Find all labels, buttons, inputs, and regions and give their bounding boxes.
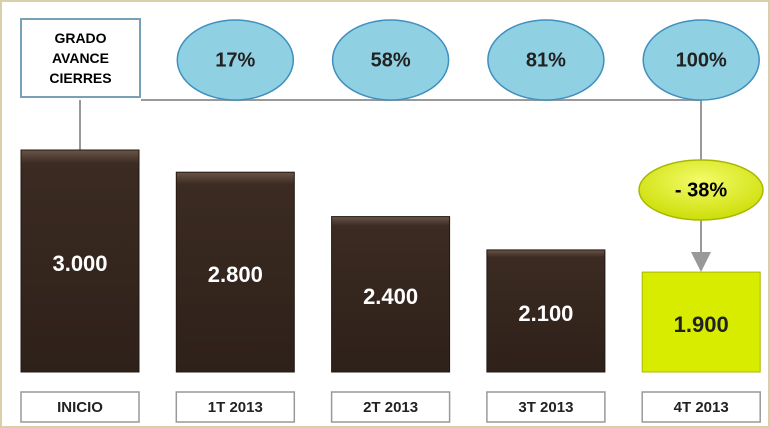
progress-bubble	[642, 19, 760, 101]
annotation-bubble	[638, 159, 764, 221]
bar	[331, 216, 451, 373]
bar	[175, 171, 295, 373]
value-label: 1.900	[674, 312, 729, 337]
category-label: 1T 2013	[208, 399, 263, 416]
progress-bubble	[487, 19, 605, 101]
progress-bubble	[176, 19, 295, 101]
category-label: 2T 2013	[363, 399, 418, 416]
bar	[20, 149, 140, 373]
bar	[486, 249, 606, 373]
value-label: 3.000	[52, 251, 107, 276]
progress-label: GRADO AVANCE CIERRES	[20, 18, 141, 98]
progress-bubble	[331, 19, 450, 101]
value-label: 2.800	[208, 262, 263, 287]
bar	[641, 271, 761, 373]
category-box	[486, 391, 606, 423]
category-label: INICIO	[57, 399, 103, 416]
progress-label: 17%	[215, 49, 255, 71]
progress-label: 100%	[676, 49, 727, 71]
category-box	[641, 391, 761, 423]
category-box	[20, 391, 140, 423]
progress-label: 81%	[526, 49, 566, 71]
progress-label: 58%	[371, 49, 411, 71]
annotation: - 38%	[675, 179, 727, 201]
category-box	[175, 391, 296, 423]
category-box	[330, 391, 451, 423]
category-label: 4T 2013	[674, 399, 729, 416]
value-label: 2.100	[518, 301, 573, 326]
category-label: 3T 2013	[518, 399, 573, 416]
value-label: 2.400	[363, 284, 418, 309]
